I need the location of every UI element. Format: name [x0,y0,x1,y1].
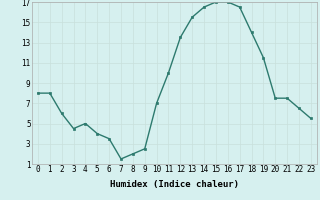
X-axis label: Humidex (Indice chaleur): Humidex (Indice chaleur) [110,180,239,189]
